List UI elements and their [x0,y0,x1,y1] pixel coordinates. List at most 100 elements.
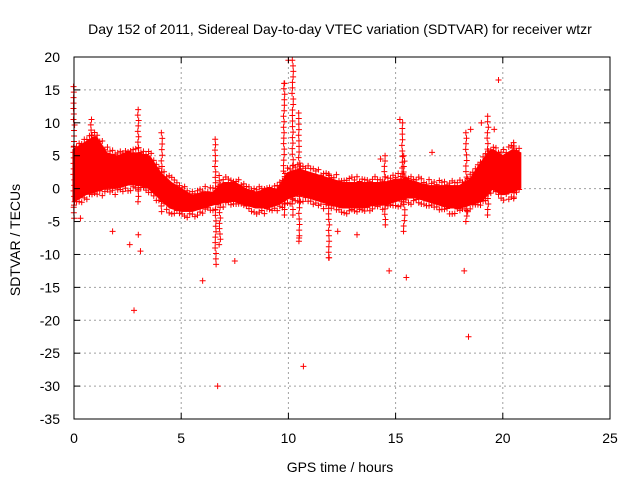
spike-point [289,118,296,125]
spike-point [326,221,333,228]
data-point [284,165,291,172]
outlier-point [377,156,384,163]
data-point [171,210,178,217]
data-point [495,191,502,198]
data-point [227,177,234,184]
data-point [346,175,353,182]
spike-point [280,124,287,131]
data-point [320,205,327,212]
data-point [238,182,245,189]
data-point [184,214,191,221]
spike-point [212,174,219,181]
spike-point [325,232,332,239]
spike-point [290,73,297,80]
spike-point [70,116,77,123]
x-tick-label: 20 [495,430,511,446]
spike-point [289,195,296,202]
spike-point [135,160,142,167]
data-point [415,199,422,206]
data-point [119,188,126,195]
data-point [112,151,119,158]
spike-point [158,180,165,187]
spike-point [213,228,220,235]
outlier-point [403,274,410,281]
spike-point [325,199,332,206]
spike-point [484,162,491,169]
spike-point [88,164,95,171]
data-point [91,129,98,136]
spike-point [88,148,95,155]
data-point [217,199,224,206]
spike-point [382,200,389,207]
spike-point [400,228,407,235]
spike-point [400,223,407,230]
data-point [387,201,394,208]
spike-point [295,137,302,144]
data-point [361,208,368,215]
spike-point [216,177,223,184]
data-point [426,176,433,183]
spike-point [212,196,219,203]
spike-point [280,195,287,202]
data-point [348,206,355,213]
spike-point [212,179,219,186]
data-point [369,176,376,183]
data-point [173,179,180,186]
spike-point [289,107,296,114]
data-point [266,206,273,213]
data-point [516,145,523,152]
spike-point [510,178,517,185]
data-point [101,146,108,153]
spike-point [212,239,219,246]
spike-point [281,107,288,114]
outlier-point [137,248,144,255]
spike-point [212,217,219,224]
data-point [271,183,278,190]
spike-point [134,128,141,135]
spike-point [87,185,94,192]
spike-point [158,146,165,153]
data-point [305,162,312,169]
data-point [197,208,204,215]
spike-point [135,177,142,184]
y-axis-label: SDTVAR / TECUs [7,184,23,296]
data-point [184,187,191,194]
spike-point [281,146,288,153]
data-point [315,166,322,173]
spike-point [216,172,223,179]
data-point [441,178,448,185]
data-point [474,161,481,168]
spike-point [158,197,165,204]
spike-point [401,206,408,213]
data-point [299,198,306,205]
spike-point [280,113,287,120]
data-point [279,177,286,184]
data-point [307,198,314,205]
spike-point [381,163,388,170]
data-point [202,183,209,190]
data-point [492,188,499,195]
spike-point [295,210,302,217]
spike-point [484,146,491,153]
spike-point [382,189,389,196]
outlier-point [467,126,474,133]
spike-point [325,177,332,184]
data-point [261,210,268,217]
spike-point [88,153,95,160]
data-point [487,147,494,154]
spike-point [213,261,220,268]
spike-point [281,173,288,180]
spike-point [296,143,303,150]
data-point [83,136,90,143]
spike-point [462,129,469,136]
spike-point [281,118,288,125]
data-point [490,144,497,151]
spike-point [484,113,491,120]
data-point [122,148,129,155]
spike-point [158,129,165,136]
x-axis-label: GPS time / hours [287,459,394,475]
outlier-point [491,126,498,133]
outlier-point [300,363,307,370]
spike-point [484,211,491,218]
spike-point [159,135,166,142]
